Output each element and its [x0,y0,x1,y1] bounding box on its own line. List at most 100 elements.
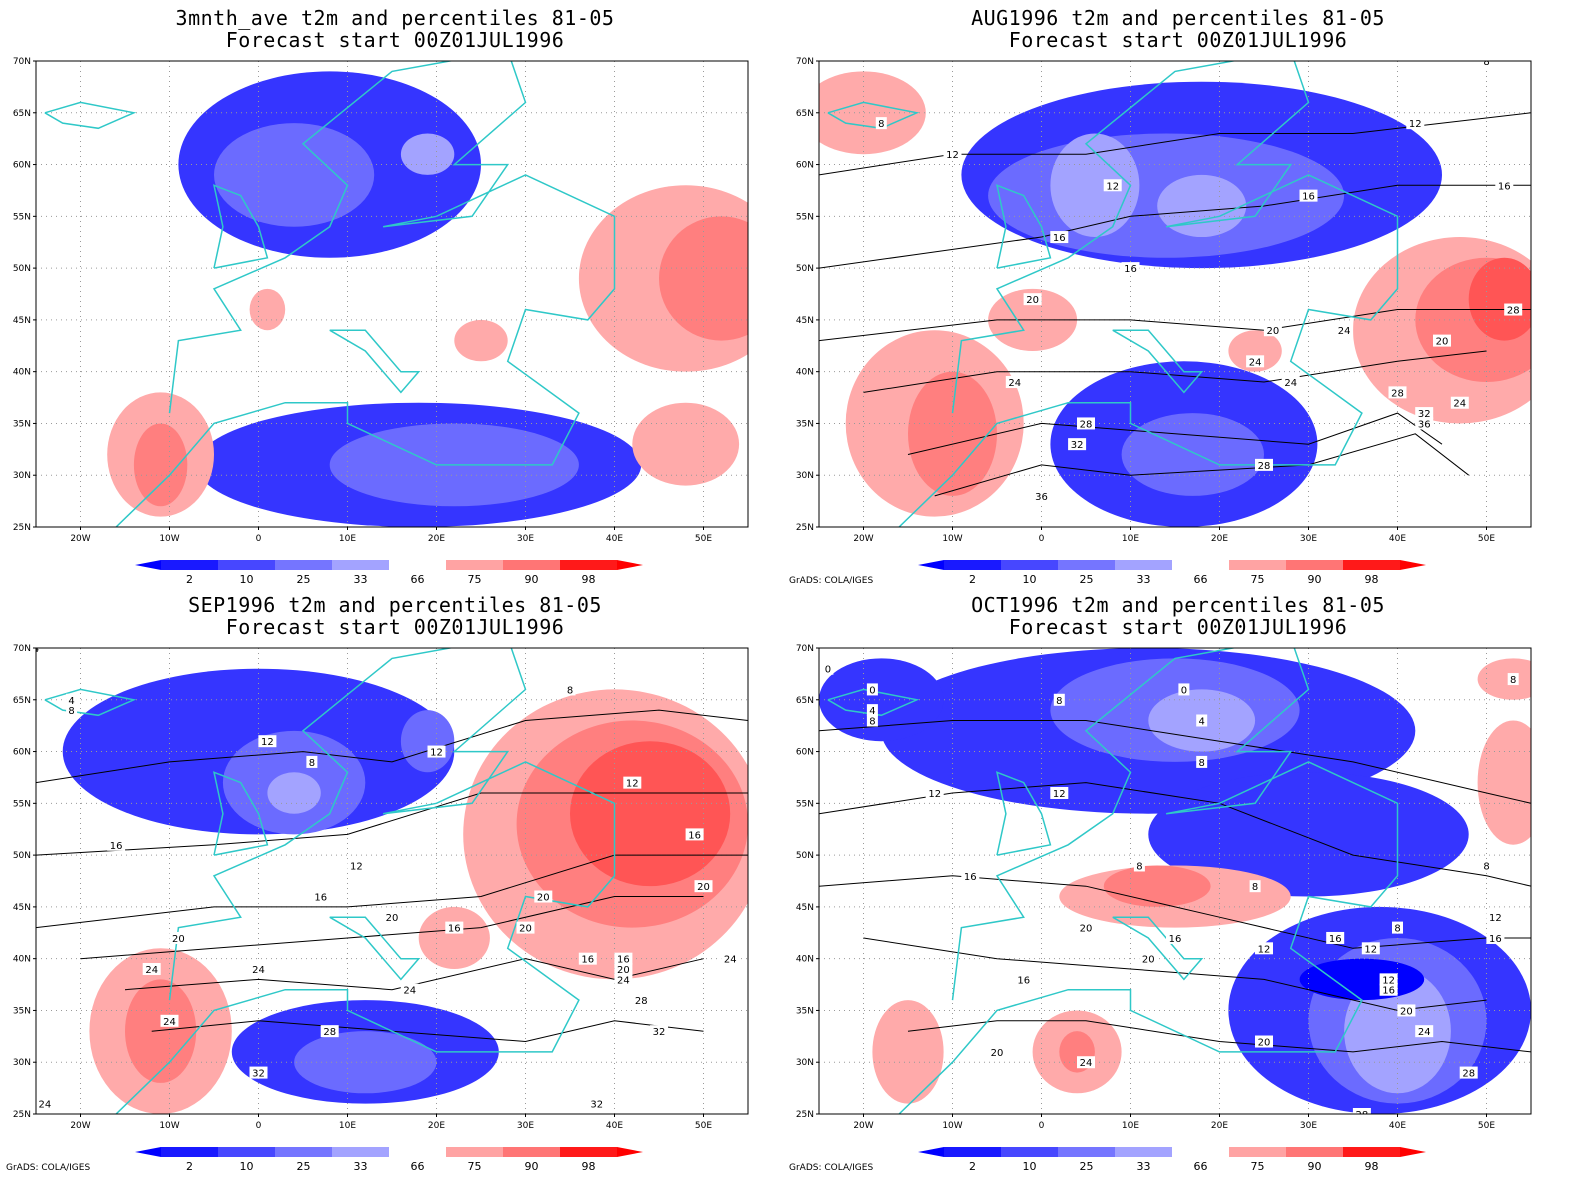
contour-label-box [1005,376,1024,389]
coastline [115,61,616,527]
lon-tick-label: 0 [1039,1121,1045,1131]
lat-tick-label: 65N [13,109,31,119]
contour-label: 24 [1453,399,1466,410]
colorbar-segment [446,1147,503,1157]
coastline [995,184,1052,269]
contour-label: 24 [1338,326,1351,337]
colorbar-segment [161,1147,218,1157]
contour-label-box [1178,683,1190,696]
coastline [44,101,137,130]
lon-tick-label: 50E [1478,534,1495,544]
colorbar-segment [1229,1147,1286,1157]
contour-line [36,792,748,856]
lon-tick-label: 20E [1211,534,1228,544]
lat-tick-label: 60N [13,161,31,171]
coastline [44,688,137,717]
contour-label: 32 [252,1069,265,1080]
percentile-shading [454,319,508,362]
contour-label: 0 [869,685,875,696]
contour-label-box [1263,324,1282,337]
contour-label: 16 [964,872,977,883]
contour-label: 20 [519,924,532,935]
contour-label: 28 [1507,306,1520,317]
contour-label: 16 [581,955,594,966]
contour-line [819,112,1531,176]
colorbar-arrow-low [918,560,944,570]
contour-label: 36 [1418,419,1431,430]
colorbar-label: 2 [186,573,193,586]
contour-label: 28 [1462,1069,1475,1080]
colorbar-segment [1001,560,1058,570]
contour-label: 24 [1284,378,1297,389]
contour-label-box [1166,931,1184,944]
percentile-shading [133,423,188,507]
contour-label-box [564,683,576,696]
lat-tick-label: 40N [13,955,31,965]
contour-label-box [1361,942,1380,955]
percentile-shading [418,906,490,970]
colorbar-arrow-low [918,1147,944,1157]
contour-label-box [347,859,366,872]
colorbar-label: 25 [297,573,311,586]
contour-label: 20 [172,934,185,945]
colorbar-label: 2 [969,573,976,586]
coastline [115,648,616,1114]
colorbar-segment [1343,1147,1400,1157]
contour-label: 20 [1400,1006,1413,1017]
lat-tick-label: 65N [796,696,814,706]
contour-label: 12 [626,779,639,790]
colorbar-label: 33 [1137,1160,1151,1173]
contour-label-box [623,776,642,789]
percentile-shading [1468,257,1531,341]
lat-tick-label: 40N [796,955,814,965]
lon-tick-label: 0 [1039,534,1045,544]
contour-label: 8 [1252,882,1258,893]
percentile-shading [125,979,197,1083]
lat-tick-label: 25N [796,523,814,533]
contour-label: 20 [617,965,630,976]
coastline [329,916,421,981]
contour-label-box [400,983,419,996]
contour-label-box [650,1025,668,1038]
contour-label: 28 [1258,461,1271,472]
colorbar-segment [560,1147,617,1157]
colorbar-label: 25 [1080,1160,1094,1173]
lat-tick-label: 25N [13,523,31,533]
colorbar-segment [332,1147,389,1157]
contour-line [80,896,704,960]
lat-tick-label: 50N [13,264,31,274]
contour-label: 16 [1489,934,1502,945]
contour-label-box [614,973,633,986]
contour-label: 20 [1026,295,1039,306]
contour-label: 12 [430,748,443,759]
colorbar-segment [1286,560,1343,570]
coastline [329,329,421,394]
colorbar-arrow-low [135,560,161,570]
lon-tick-label: 30E [517,1121,534,1131]
contour-label-box [822,662,834,675]
contour-label: 8 [1056,696,1062,707]
colorbar-label: 90 [525,1160,539,1173]
colorbar-label: 66 [1194,1160,1208,1173]
contour-label-box [1433,334,1451,347]
contour-label-box [320,1025,339,1038]
percentile-shading [819,71,926,155]
colorbar-arrow-high [617,560,643,570]
lat-tick-label: 55N [796,799,814,809]
contour-label: 12 [1258,944,1271,955]
contour-label-box [685,828,704,841]
contour-label: 16 [1498,181,1511,192]
contour-label: 8 [1394,924,1400,935]
contour-label-box [961,869,980,882]
lon-tick-label: 10E [339,1121,356,1131]
colorbar-arrow-low [135,1147,161,1157]
contour-label: 32 [653,1027,666,1038]
colorbar-label: 66 [411,1160,425,1173]
lon-tick-label: 50E [695,534,712,544]
contour-label-box [866,714,878,727]
contour-label: 16 [1329,934,1342,945]
contour-label: 8 [1483,57,1489,68]
contour-label: 12 [946,150,959,161]
colorbar-label: 98 [1365,573,1379,586]
lon-tick-label: 10E [1122,1121,1139,1131]
